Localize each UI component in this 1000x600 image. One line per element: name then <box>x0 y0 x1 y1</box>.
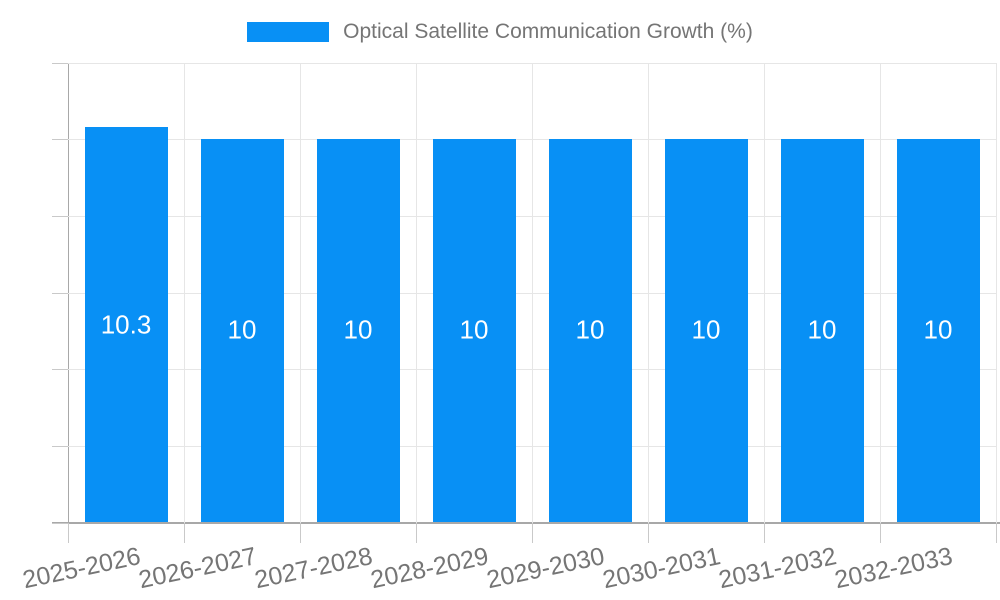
gridline-vertical <box>995 63 997 523</box>
x-axis-tick-label: 2031-2032 <box>716 542 840 595</box>
bar-value-label: 10 <box>343 314 373 345</box>
x-axis-tick <box>299 523 301 543</box>
x-axis-tick <box>415 523 417 543</box>
bar-value-label: 10 <box>691 314 721 345</box>
y-axis-tick <box>52 62 68 64</box>
bar-value-label: 10 <box>575 314 605 345</box>
x-axis-tick <box>995 523 997 543</box>
plot-area: 10.3 10 10 10 10 10 10 10 2025-2026 2026-2027 2027… <box>21 62 1000 594</box>
gridline-vertical <box>299 63 301 523</box>
gridline-vertical <box>183 63 185 523</box>
x-axis-tick-label: 2026-2027 <box>136 542 260 595</box>
bar-value-label: 10 <box>459 314 489 345</box>
x-axis-tick <box>879 523 881 543</box>
gridline-vertical <box>879 63 881 523</box>
bar-2027-2028[interactable]: 10 <box>316 138 400 522</box>
bar-2032-2033[interactable]: 10 <box>896 138 980 522</box>
bar-value-label: 10.3 <box>100 309 152 340</box>
y-axis-tick <box>52 369 68 371</box>
x-axis-tick-label: 2027-2028 <box>252 542 376 595</box>
x-axis-tick <box>183 523 185 543</box>
gridline-vertical <box>647 63 649 523</box>
bar-2029-2030[interactable]: 10 <box>548 138 632 522</box>
gridline-vertical <box>531 63 533 523</box>
x-axis-tick <box>647 523 649 543</box>
bar-2025-2026[interactable]: 10.3 <box>84 127 168 522</box>
bar-2028-2029[interactable]: 10 <box>432 138 516 522</box>
x-axis-tick <box>531 523 533 543</box>
x-axis-tick-label: 2032-2033 <box>832 542 956 595</box>
x-axis-line <box>52 522 1000 524</box>
y-axis-tick <box>52 445 68 447</box>
legend-label: Optical Satellite Communication Growth (… <box>343 20 753 43</box>
gridline-vertical <box>415 63 417 523</box>
y-axis-tick <box>52 215 68 217</box>
y-axis-tick <box>52 292 68 294</box>
x-axis-tick <box>67 523 69 543</box>
bar-2031-2032[interactable]: 10 <box>780 138 864 522</box>
x-axis-tick-label: 2025-2026 <box>20 542 144 595</box>
y-axis-tick <box>52 139 68 141</box>
x-axis-tick <box>763 523 765 543</box>
bar-2030-2031[interactable]: 10 <box>664 138 748 522</box>
legend-swatch <box>247 22 330 42</box>
y-axis-tick <box>52 522 68 524</box>
x-axis-tick-label: 2029-2030 <box>484 542 608 595</box>
gridline-vertical <box>763 63 765 523</box>
bar-value-label: 10 <box>807 314 837 345</box>
x-axis-tick-label: 2030-2031 <box>600 542 724 595</box>
x-axis-tick-label: 2028-2029 <box>368 542 492 595</box>
chart-legend[interactable]: Optical Satellite Communication Growth (… <box>0 20 1000 44</box>
bar-value-label: 10 <box>227 314 257 345</box>
bar-value-label: 10 <box>923 314 953 345</box>
bar-2026-2027[interactable]: 10 <box>200 138 284 522</box>
